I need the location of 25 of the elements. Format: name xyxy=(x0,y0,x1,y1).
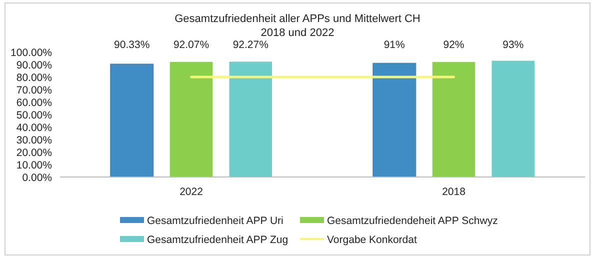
data-label: 92.27% xyxy=(232,39,268,51)
y-tick-label: 0.00% xyxy=(22,172,52,184)
y-tick-label: 90.00% xyxy=(16,60,52,72)
legend-label: Vorgabe Konkordat xyxy=(327,234,417,246)
y-tick-label: 40.00% xyxy=(16,122,52,134)
legend-label: Gesamtzufriedenheit APP Zug xyxy=(147,234,288,246)
y-tick-label: 20.00% xyxy=(16,147,52,159)
chart-subtitle: 2018 und 2022 xyxy=(260,27,334,39)
y-tick-label: 30.00% xyxy=(16,134,52,146)
data-label: 92.07% xyxy=(173,39,210,51)
legend-label: Gesamtzufriedendeheit APP Schwyz xyxy=(327,215,498,227)
y-tick-label: 50.00% xyxy=(16,110,52,122)
y-tick-label: 70.00% xyxy=(16,84,52,96)
data-label: 90.33% xyxy=(114,39,150,51)
y-tick-label: 60.00% xyxy=(16,97,52,109)
data-label: 91% xyxy=(384,39,405,51)
y-tick-label: 100.00% xyxy=(10,47,52,59)
legend-label: Gesamtzufriedenheit APP Uri xyxy=(147,215,284,227)
chart-title: Gesamtzufriedenheit aller APPs und Mittelwert CH xyxy=(174,13,420,25)
x-tick-label: 2022 xyxy=(180,186,204,198)
y-tick-label: 10.00% xyxy=(16,160,52,172)
x-tick-label: 2018 xyxy=(442,186,466,198)
data-label: 93% xyxy=(502,39,524,51)
y-tick-label: 80.00% xyxy=(16,72,52,84)
data-label: 92% xyxy=(443,39,464,51)
